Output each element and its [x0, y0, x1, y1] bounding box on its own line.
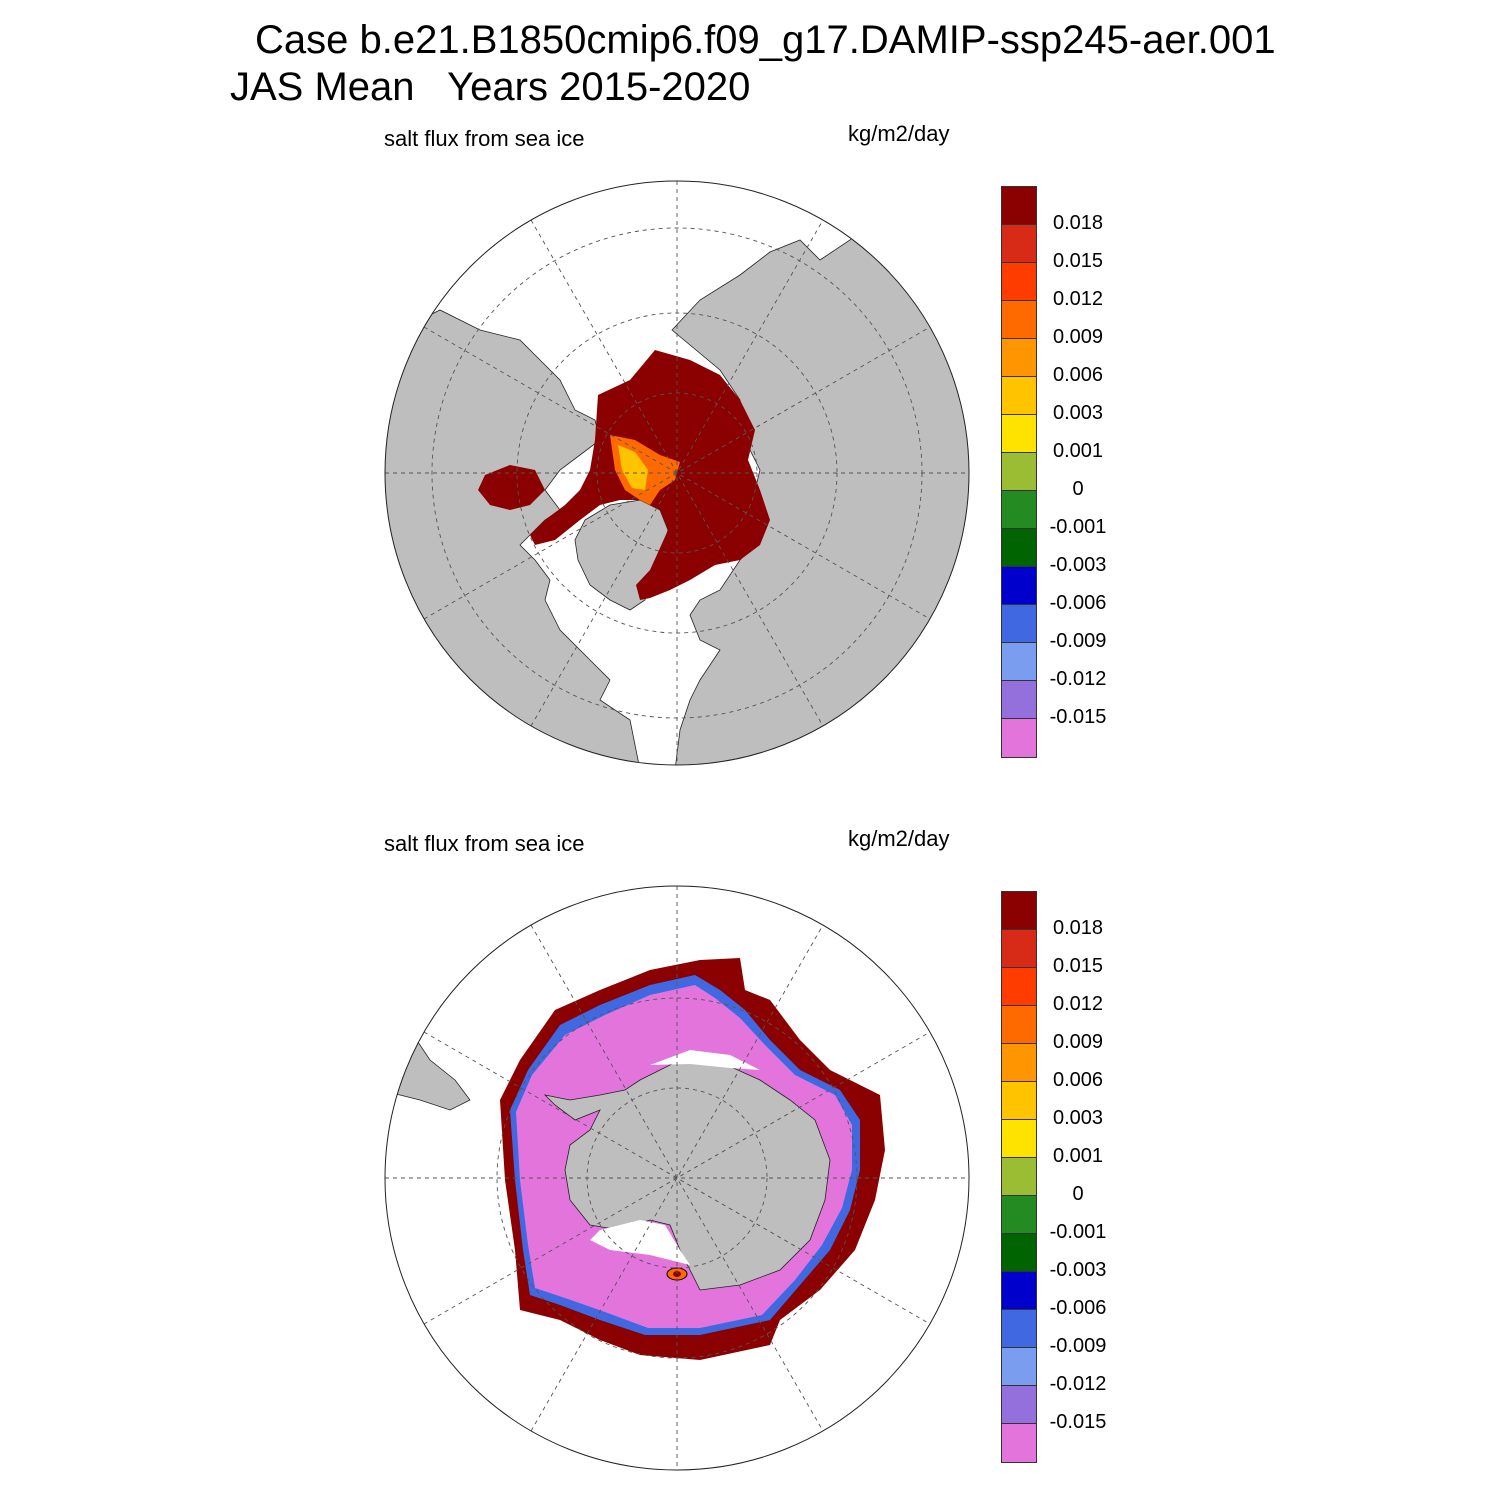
weddell-ice-shelf — [650, 1050, 760, 1070]
north-colorbar-label: -0.006 — [1049, 592, 1107, 614]
north-colorbar-label: -0.009 — [1049, 630, 1107, 652]
south-colorbar-box — [1002, 1386, 1036, 1424]
north-colorbar-label: 0.003 — [1052, 402, 1104, 424]
south-colorbar-label: 0.006 — [1052, 1069, 1104, 1091]
north-colorbar — [1001, 186, 1037, 758]
north-colorbar-box — [1002, 187, 1036, 225]
north-colorbar-box — [1002, 225, 1036, 263]
north-colorbar-box — [1002, 529, 1036, 567]
north-map-border — [384, 180, 970, 766]
north-colorbar-box — [1002, 567, 1036, 605]
south-colorbar-box — [1002, 892, 1036, 930]
north-colorbar-box — [1002, 681, 1036, 719]
north-colorbar-label: 0.015 — [1052, 250, 1104, 272]
south-colorbar-box — [1002, 1348, 1036, 1386]
north-colorbar-label: 0.018 — [1052, 212, 1104, 234]
north-colorbar-box — [1002, 643, 1036, 681]
south-polar-map — [384, 885, 970, 1471]
north-colorbar-label: -0.012 — [1049, 668, 1107, 690]
south-colorbar-label: 0 — [1072, 1183, 1084, 1205]
south-colorbar-label: -0.006 — [1049, 1297, 1107, 1319]
north-panel-title: salt flux from sea ice — [384, 126, 585, 151]
south-colorbar-box — [1002, 930, 1036, 968]
south-colorbar-label: 0.012 — [1052, 993, 1104, 1015]
north-colorbar-box — [1002, 301, 1036, 339]
figure-title: Case b.e21.B1850cmip6.f09_g17.DAMIP-ssp2… — [255, 18, 1276, 62]
south-colorbar-box — [1002, 1310, 1036, 1348]
south-colorbar-box — [1002, 1234, 1036, 1272]
south-colorbar-label: -0.001 — [1049, 1221, 1107, 1243]
south-colorbar-label: 0.009 — [1052, 1031, 1104, 1053]
north-colorbar-label: -0.001 — [1049, 516, 1107, 538]
south-colorbar-box — [1002, 1006, 1036, 1044]
north-graticule — [385, 181, 969, 765]
north-colorbar-box — [1002, 339, 1036, 377]
north-colorbar-box — [1002, 719, 1036, 757]
south-panel-title: salt flux from sea ice — [384, 831, 585, 856]
figure-subtitle: JAS Mean Years 2015-2020 — [230, 65, 751, 109]
south-graticule — [385, 886, 969, 1470]
south-colorbar-box — [1002, 1196, 1036, 1234]
north-colorbar-box — [1002, 377, 1036, 415]
north-colorbar-box — [1002, 453, 1036, 491]
hudson-bay-ice — [478, 465, 545, 510]
antarctica-land — [543, 1059, 831, 1291]
south-colorbar-box — [1002, 968, 1036, 1006]
south-colorbar-label: 0.003 — [1052, 1107, 1104, 1129]
south-colorbar-box — [1002, 1082, 1036, 1120]
south-panel-units: kg/m2/day — [848, 826, 950, 851]
arctic-ice-gradient-inner — [618, 445, 648, 490]
north-colorbar-label: -0.015 — [1049, 706, 1107, 728]
south-colorbar-label: -0.003 — [1049, 1259, 1107, 1281]
south-colorbar-label: -0.012 — [1049, 1373, 1107, 1395]
south-colorbar-box — [1002, 1158, 1036, 1196]
north-colorbar-label: 0 — [1072, 478, 1084, 500]
south-colorbar-box — [1002, 1272, 1036, 1310]
south-colorbar-label: 0.018 — [1052, 917, 1104, 939]
south-colorbar-label: -0.009 — [1049, 1335, 1107, 1357]
south-colorbar-label: 0.001 — [1052, 1145, 1104, 1167]
north-colorbar-box — [1002, 491, 1036, 529]
north-colorbar-box — [1002, 605, 1036, 643]
north-colorbar-label: 0.009 — [1052, 326, 1104, 348]
north-panel-units: kg/m2/day — [848, 121, 950, 146]
north-colorbar-box — [1002, 263, 1036, 301]
south-colorbar-box — [1002, 1424, 1036, 1462]
south-colorbar — [1001, 891, 1037, 1463]
south-colorbar-label: 0.015 — [1052, 955, 1104, 977]
south-colorbar-box — [1002, 1120, 1036, 1158]
south-map-border — [384, 885, 970, 1471]
south-colorbar-label: -0.015 — [1049, 1411, 1107, 1433]
north-colorbar-label: 0.001 — [1052, 440, 1104, 462]
south-colorbar-box — [1002, 1044, 1036, 1082]
north-colorbar-label: 0.012 — [1052, 288, 1104, 310]
north-polar-map — [384, 180, 970, 766]
north-colorbar-label: 0.006 — [1052, 364, 1104, 386]
north-colorbar-label: -0.003 — [1049, 554, 1107, 576]
north-colorbar-box — [1002, 415, 1036, 453]
